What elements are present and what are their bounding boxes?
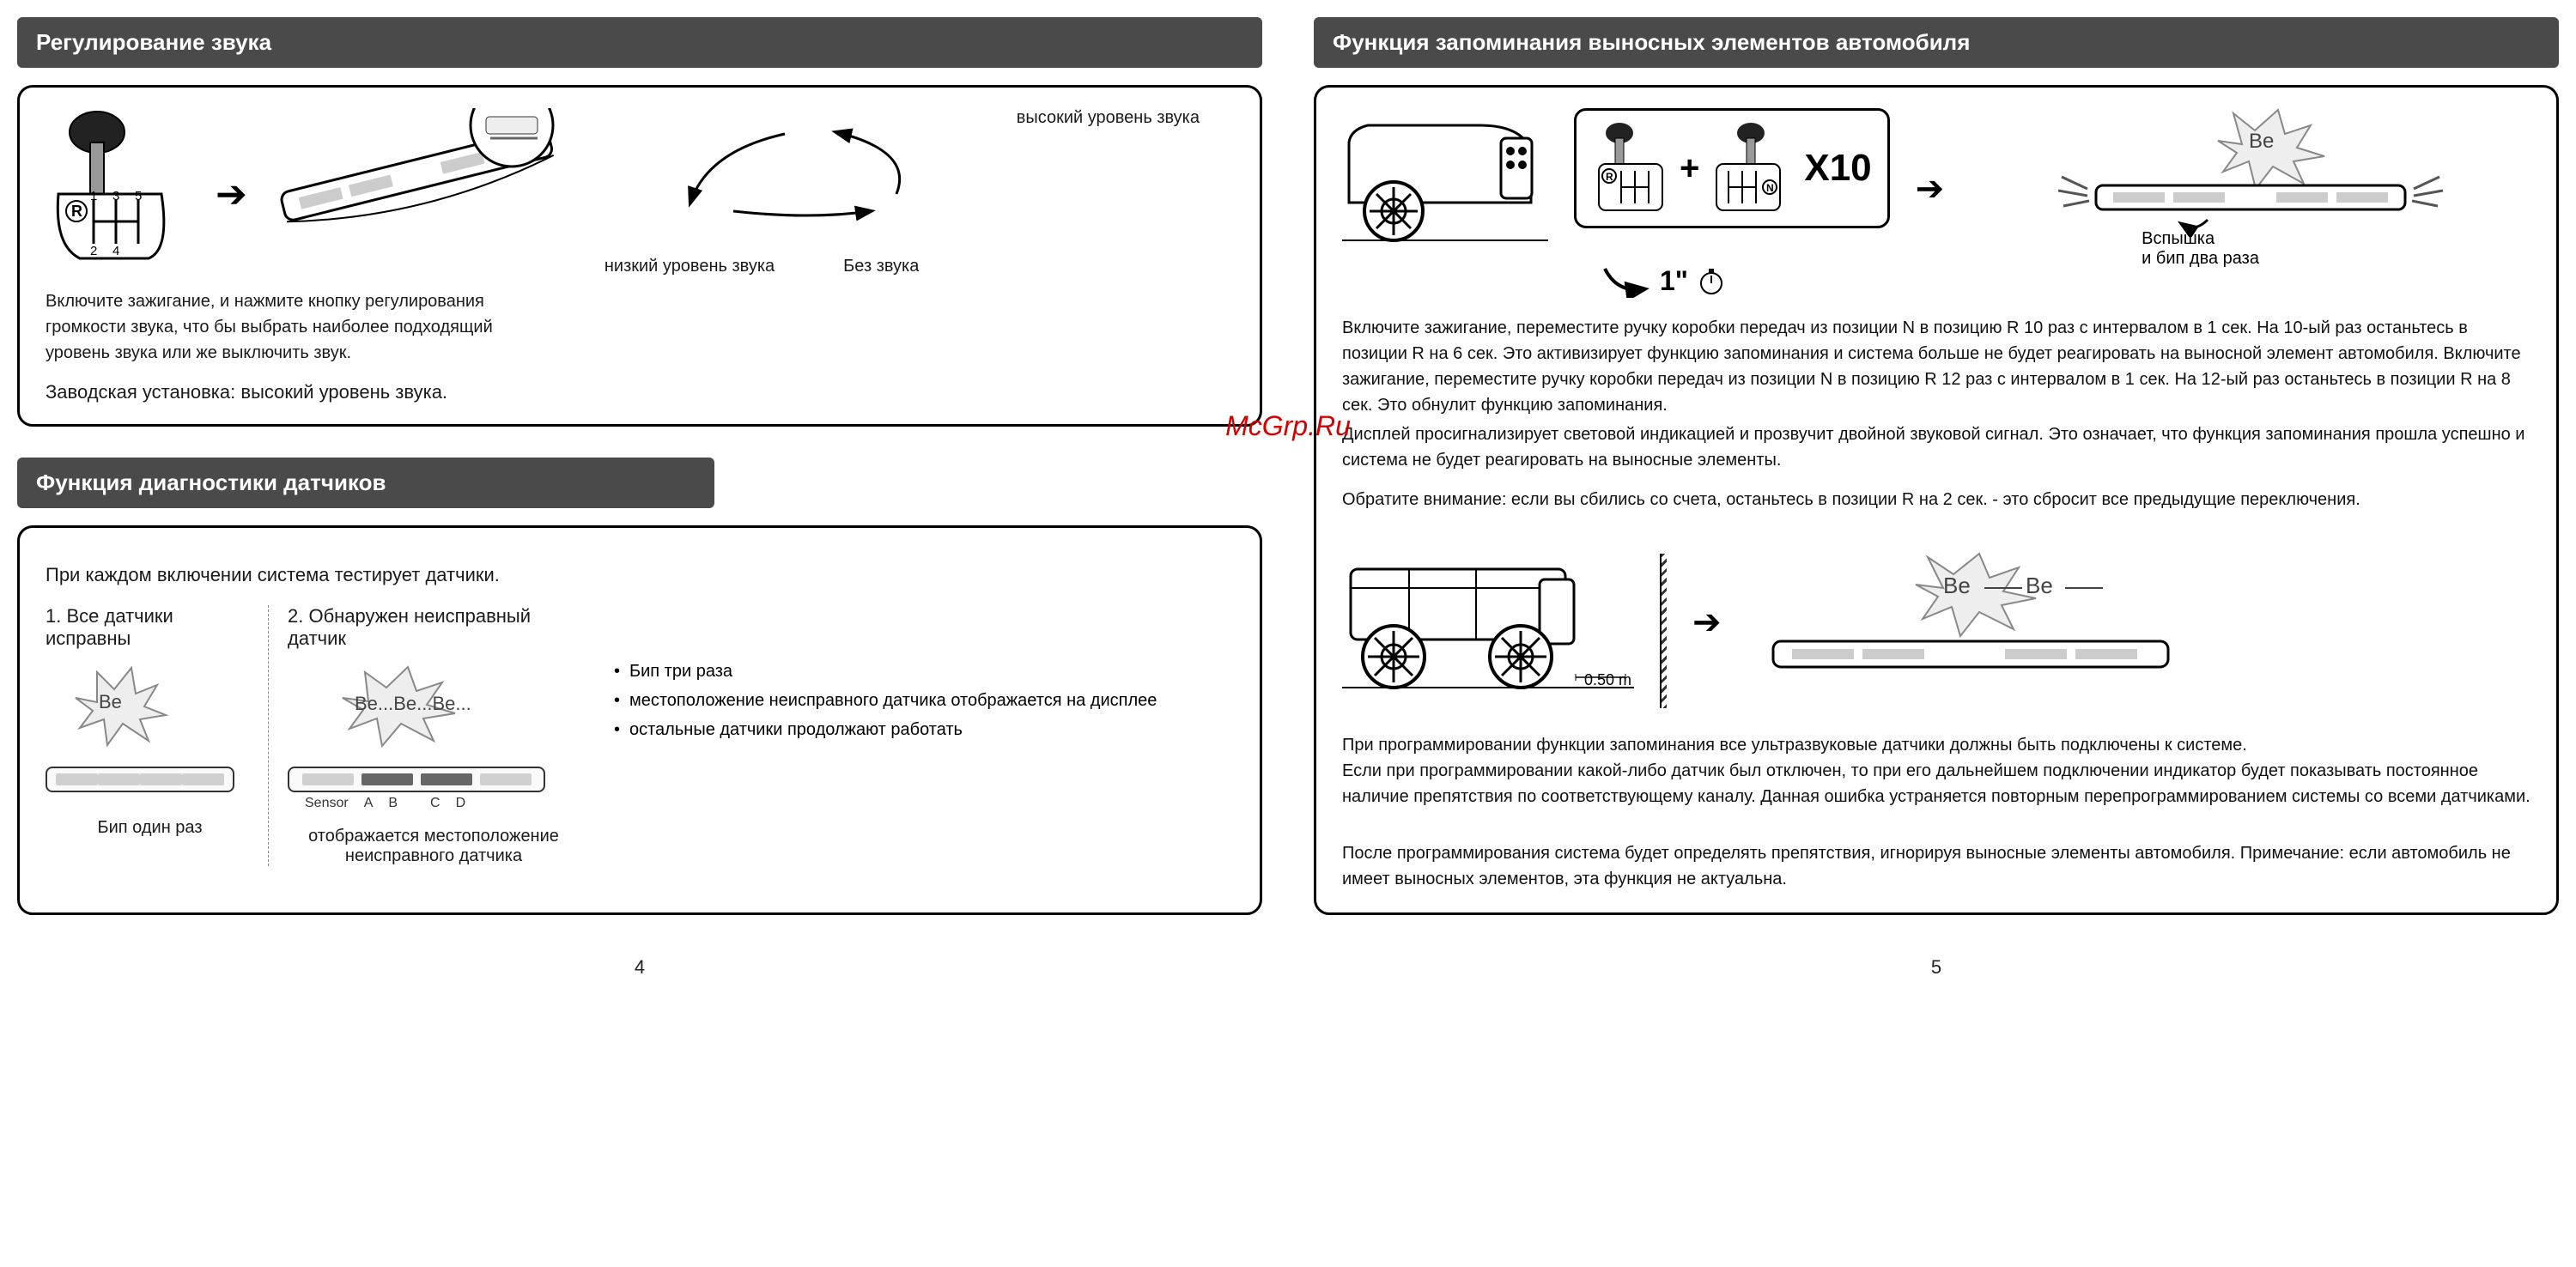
- flash-label-2: и бип два раза: [2142, 249, 2530, 269]
- sound-body-text: Включите зажигание, и нажмите кнопку рег…: [46, 288, 526, 366]
- page-num-right: 5: [1314, 956, 2559, 979]
- splash-ok-illustration: Be: [46, 664, 200, 767]
- arrow-right-icon: ➔: [216, 173, 247, 216]
- page-num-left: 4: [17, 956, 1262, 979]
- panel-sound: R 1 3 5 2 4 ➔: [17, 85, 1262, 427]
- svg-text:Be: Be: [2249, 130, 2274, 153]
- header-memory: Функция запоминания выносных элементов а…: [1314, 17, 2559, 68]
- curve-arrow-icon: [1600, 264, 1651, 298]
- cycle-arrows-icon: [613, 125, 957, 228]
- mute-sound-label: Без звука: [843, 257, 919, 276]
- mem-para4: При программировании функции запоминания…: [1342, 732, 2530, 758]
- diag-bullet-3: остальные датчики продолжают работать: [614, 715, 1234, 744]
- sensor-c: C: [430, 796, 440, 811]
- gear-num-2: 2: [90, 244, 97, 258]
- gear-num-3: 3: [112, 189, 119, 203]
- wall-illustration: [1660, 554, 1667, 708]
- svg-text:N: N: [1766, 182, 1774, 194]
- sensor-prefix: Sensor: [305, 796, 349, 811]
- mem-para5: Если при программировании какой-либо дат…: [1342, 758, 2530, 809]
- diag-col2-caption-a: отображается местоположение: [288, 827, 580, 846]
- page-right: Функция запоминания выносных элементов а…: [1314, 17, 2559, 979]
- gear-r-mini: R: [1592, 121, 1669, 215]
- gear-n-mini: N: [1710, 121, 1787, 215]
- diag-bullet-1: Бип три раза: [614, 657, 1234, 686]
- stopwatch-icon: [1697, 266, 1726, 295]
- display-ok: [46, 767, 234, 792]
- display-double-be: Be Be: [1747, 552, 2530, 694]
- gear-num-5: 5: [135, 189, 142, 203]
- low-sound-label: низкий уровень звука: [605, 257, 775, 276]
- page-left: Регулирование звука R 1: [17, 17, 1262, 979]
- arrow-right-icon: ➔: [1692, 603, 1722, 642]
- sensor-b: B: [388, 796, 398, 811]
- panel-memory: R + N: [1314, 85, 2559, 915]
- diag-col2-caption-b: неисправного датчика: [288, 846, 580, 866]
- display-fail: [288, 767, 545, 792]
- mem-para6: После программирования система будет опр…: [1342, 840, 2530, 892]
- diag-col1-caption: Бип один раз: [46, 818, 254, 838]
- splash-be-fail: Be...Be...Be...: [355, 693, 471, 715]
- splash-be-ok: Be: [99, 691, 122, 713]
- svg-text:R: R: [1606, 171, 1613, 183]
- svg-text:Be: Be: [1943, 573, 1971, 598]
- distance-label: 0.50 m: [1584, 671, 1631, 689]
- gear-combo-box: R + N: [1574, 108, 1890, 228]
- sensor-a: A: [364, 796, 374, 811]
- gear-num-1: 1: [90, 189, 97, 203]
- car-rear-illustration: [1342, 108, 1548, 254]
- mem-para2: Дисплей просигнализирует световой индика…: [1342, 421, 2530, 473]
- diag-col1-title: 1. Все датчики исправны: [46, 605, 254, 650]
- diag-bullets: Бип три раза местоположение неисправного…: [614, 657, 1234, 866]
- sensor-labels: Sensor A B C D: [305, 796, 580, 811]
- x10-label: X10: [1804, 147, 1871, 190]
- high-sound-label: высокий уровень звука: [1017, 108, 1200, 128]
- arrow-right-icon: ➔: [1916, 169, 1945, 209]
- gear-shift-illustration: R 1 3 5 2 4: [46, 108, 200, 280]
- plus-sign: +: [1680, 149, 1699, 188]
- car-wall-illustration: 0.50 m: [1342, 537, 1667, 708]
- header-diagnostics: Функция диагностики датчиков: [17, 458, 714, 508]
- document-spread: Регулирование звука R 1: [17, 17, 2559, 979]
- sensor-d: D: [456, 796, 466, 811]
- sound-factory-text: Заводская установка: высокий уровень зву…: [46, 381, 1234, 403]
- panel-diagnostics: При каждом включении система тестирует д…: [17, 525, 1262, 915]
- gear-r-label: R: [71, 203, 82, 221]
- splash-fail-illustration: Be...Be...Be...: [288, 664, 511, 767]
- mem-para1: Включите зажигание, переместите ручку ко…: [1342, 315, 2530, 418]
- diag-col2-title: 2. Обнаружен неисправный датчик: [288, 605, 580, 650]
- watermark: McGrp.Ru: [1225, 410, 1351, 442]
- display-strip-illustration: [263, 108, 572, 211]
- gear-num-4: 4: [112, 244, 119, 258]
- mem-para3: Обратите внимание: если вы сбились со сч…: [1342, 487, 2530, 512]
- svg-text:Be: Be: [2026, 573, 2053, 598]
- one-sec-label: 1": [1660, 265, 1688, 297]
- diag-intro: При каждом включении система тестирует д…: [46, 564, 1234, 586]
- display-flash-illustration: Be Вспышка и бип два раза: [1970, 108, 2530, 269]
- diag-bullet-2: местоположение неисправного датчика отоб…: [614, 686, 1234, 715]
- header-sound: Регулирование звука: [17, 17, 1262, 68]
